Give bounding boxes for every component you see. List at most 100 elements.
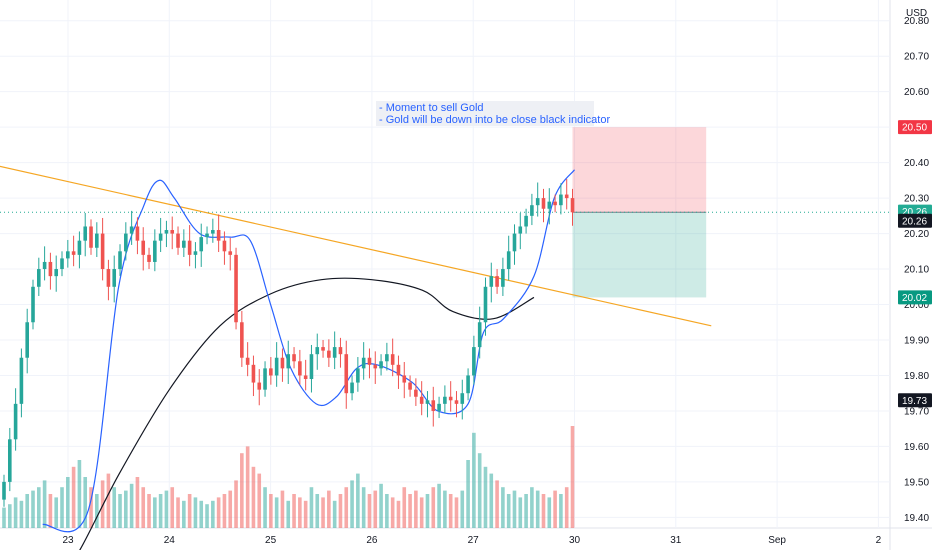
candle <box>559 183 563 215</box>
volume-bar <box>240 453 244 528</box>
candle <box>367 348 372 379</box>
candle <box>257 369 262 406</box>
candle-body <box>240 322 244 358</box>
volume-bar <box>321 497 325 528</box>
volume-bar <box>425 494 430 528</box>
candle <box>77 231 82 269</box>
candle-body <box>541 198 546 209</box>
candle <box>425 391 430 418</box>
take-profit-zone[interactable] <box>572 212 707 298</box>
volume-bar <box>454 497 459 528</box>
volume-bar <box>332 500 337 528</box>
candle <box>472 335 476 385</box>
note-annotation[interactable]: - Moment to sell Gold - Gold will be dow… <box>376 101 610 126</box>
candle-body <box>205 233 209 238</box>
volume-bar <box>356 473 360 528</box>
volume-bar <box>2 507 6 528</box>
trendline[interactable] <box>0 165 712 327</box>
candle <box>512 224 517 265</box>
candle-body <box>361 357 366 369</box>
volume-bar <box>89 487 93 528</box>
candle-body <box>269 368 273 376</box>
candle <box>83 213 88 257</box>
price-tick-label: 20.60 <box>904 87 929 98</box>
candle <box>19 348 24 418</box>
volume-bar <box>187 494 192 528</box>
price-badge-label: 19.73 <box>902 396 927 407</box>
volume-bar <box>13 497 18 528</box>
price-axis[interactable]: USD 20.80 20.70 20.60 20.50 20.40 20.30 20.20 2… <box>904 8 929 524</box>
volume-bar <box>367 494 372 528</box>
candle-body <box>506 251 511 270</box>
candle <box>437 396 441 419</box>
candle <box>187 225 192 267</box>
volume-bar <box>222 494 227 528</box>
blue-indicator-line <box>42 169 575 533</box>
currency-label[interactable]: USD <box>906 8 927 19</box>
volume-bar <box>251 466 256 528</box>
candle-body <box>280 357 285 369</box>
candle <box>170 216 175 250</box>
candle-body <box>187 240 192 255</box>
volume-bar <box>298 497 302 528</box>
candle-body <box>385 354 389 362</box>
candle-body <box>402 375 407 383</box>
volume-bar <box>71 466 76 528</box>
candle-body <box>483 286 488 323</box>
volume-bar <box>170 487 175 528</box>
candle-body <box>454 400 459 404</box>
candle-body <box>164 230 169 234</box>
volume-bar <box>524 494 528 528</box>
candle-body <box>263 368 267 390</box>
candle <box>182 229 186 257</box>
candle-body <box>321 347 325 351</box>
price-tick-label: 19.90 <box>904 335 929 346</box>
price-tick-label: 20.20 <box>904 229 929 240</box>
candle-body <box>344 354 349 394</box>
candle-body <box>222 240 227 252</box>
candle <box>286 340 291 384</box>
price-tick-label: 20.30 <box>904 194 929 205</box>
candle <box>60 251 64 277</box>
candle <box>506 235 511 281</box>
volume-bar <box>344 487 349 528</box>
candle-body <box>77 240 82 255</box>
candle <box>269 357 273 385</box>
candle <box>419 381 424 416</box>
price-tick-label: 19.80 <box>904 371 929 382</box>
candle <box>541 188 546 223</box>
candle <box>71 235 76 267</box>
candle <box>164 220 169 248</box>
candle <box>414 378 418 406</box>
candle-body <box>19 357 24 404</box>
volume-bar <box>31 490 35 528</box>
time-tick-label: 26 <box>366 535 378 546</box>
stop-loss-zone[interactable] <box>572 127 707 213</box>
candle <box>321 339 325 358</box>
volume-bar <box>315 494 320 528</box>
candle <box>66 239 70 268</box>
candle-body <box>135 226 140 241</box>
candle-body <box>501 269 505 287</box>
candle <box>303 359 308 391</box>
price-badge-label: 20.50 <box>902 123 927 134</box>
time-tick-label: 31 <box>670 535 682 546</box>
candle <box>135 217 140 255</box>
candle <box>216 214 221 253</box>
trade-zone[interactable] <box>572 127 707 298</box>
candle-body <box>414 389 418 397</box>
candle-body <box>124 233 128 252</box>
candle-body <box>425 400 430 404</box>
time-tick-label: 30 <box>569 535 581 546</box>
time-axis[interactable]: 23 24 25 26 27 30 31 Sep 2 <box>62 535 881 546</box>
candle-body <box>147 254 151 262</box>
candle-body <box>419 396 424 404</box>
candle-body <box>129 226 134 234</box>
candle-body <box>379 361 383 369</box>
volume-layer <box>2 426 575 528</box>
volume-bar <box>257 473 262 528</box>
candle-body <box>211 230 215 234</box>
candle-body <box>512 233 517 252</box>
